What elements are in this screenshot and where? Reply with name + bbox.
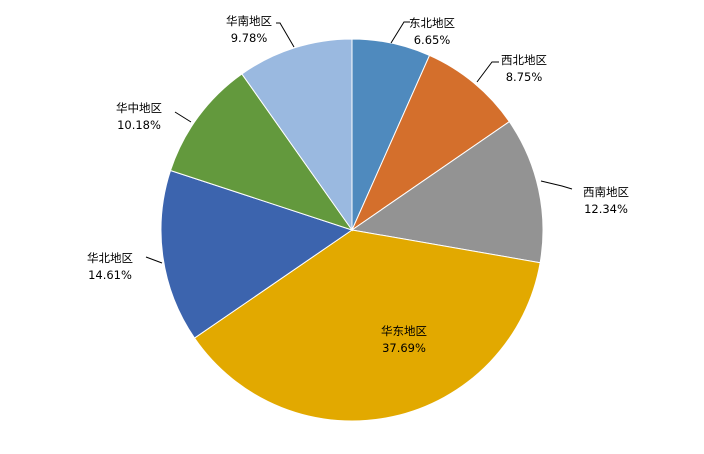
- slice-label: 西北地区: [501, 53, 547, 67]
- slice-label: 东北地区: [409, 16, 455, 30]
- leader-line: [390, 21, 410, 44]
- leader-line: [174, 111, 192, 123]
- pie-slice: [350, 54, 510, 232]
- pie-slice: [193, 229, 541, 422]
- leader-line: [145, 256, 163, 264]
- slice-value-label: 6.65%: [414, 33, 451, 47]
- slice-label: 华南地区: [226, 14, 272, 28]
- pie-slice: [160, 169, 354, 339]
- slice-label: 华北地区: [87, 251, 133, 265]
- leader-line: [276, 22, 295, 48]
- slice-value-label: 12.34%: [584, 202, 628, 216]
- pie-slice: [241, 38, 353, 232]
- leader-line: [540, 180, 573, 190]
- pie-slice: [350, 120, 544, 264]
- slice-value-label: 8.75%: [506, 70, 543, 84]
- slice-value-label: 10.18%: [117, 118, 161, 132]
- slice-label: 华东地区: [381, 324, 427, 338]
- leader-line: [476, 61, 499, 83]
- slice-value-label: 14.61%: [88, 268, 132, 282]
- slice-value-label: 9.78%: [231, 31, 268, 45]
- slice-label: 西南地区: [583, 185, 629, 199]
- slice-label: 华中地区: [116, 101, 162, 115]
- slice-value-label: 37.69%: [382, 341, 426, 355]
- pie-slice: [169, 73, 354, 231]
